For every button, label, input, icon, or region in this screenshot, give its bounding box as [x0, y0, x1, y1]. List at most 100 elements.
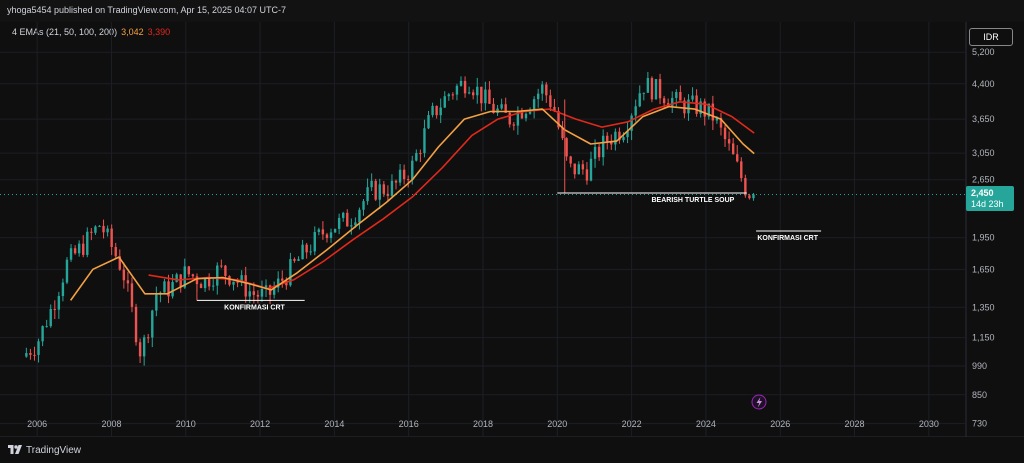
- candle-body: [423, 128, 426, 154]
- time-tick-label: 2016: [399, 419, 419, 429]
- candle-body: [199, 284, 203, 289]
- time-tick-label: 2010: [176, 419, 196, 429]
- price-tick-label: 4,400: [972, 79, 995, 89]
- candle-body: [390, 180, 394, 196]
- candle-body: [386, 193, 390, 196]
- annotations: KONFIRMASI CRT BEARISH TURTLE SOUP KONFIRM…: [196, 99, 822, 311]
- candle-body: [260, 289, 264, 297]
- candle-body: [516, 111, 520, 126]
- candle-body: [102, 225, 105, 233]
- candle-body: [252, 291, 256, 295]
- time-tick-label: 2006: [27, 419, 47, 429]
- candle-body: [187, 266, 191, 275]
- price-tick-label: 850: [972, 390, 987, 400]
- candle-body: [715, 118, 719, 121]
- candle-body: [601, 135, 605, 158]
- candle-body: [65, 259, 69, 283]
- candle-body: [382, 184, 386, 194]
- price-tick-label: 990: [972, 361, 987, 371]
- candle-body: [476, 86, 479, 96]
- ema-legend-label: 4 EMAs (21, 50, 100, 200): [12, 27, 118, 37]
- candle-body: [593, 146, 597, 159]
- candle-body: [110, 228, 113, 248]
- annotation-label: KONFIRMASI CRT: [757, 235, 818, 242]
- candle-body: [130, 283, 134, 307]
- candle-body: [447, 94, 451, 97]
- candle-body: [216, 265, 219, 286]
- currency-button[interactable]: IDR: [969, 28, 1013, 46]
- candle-body: [419, 153, 422, 155]
- candle-body: [532, 99, 536, 111]
- candle-body: [354, 222, 357, 226]
- time-tick-label: 2012: [250, 419, 270, 429]
- ema-orange-value: 3,042: [121, 27, 144, 37]
- candle-body: [106, 228, 109, 233]
- last-price-box: [966, 186, 1014, 211]
- candle-body: [378, 184, 381, 200]
- candle-body: [281, 278, 284, 281]
- candle-body: [183, 266, 186, 288]
- candle-body: [207, 277, 211, 287]
- time-axis: 2006 2008 2010 2012 2014 2016 2018 2020 2022 2024…: [27, 419, 939, 429]
- candle-body: [683, 100, 686, 114]
- candle-body: [53, 308, 56, 310]
- candle-body: [191, 274, 195, 277]
- candle-body: [163, 281, 166, 293]
- candle-body: [366, 187, 369, 202]
- time-tick-label: 2020: [547, 419, 567, 429]
- candle-body: [69, 248, 73, 260]
- candle-body: [707, 103, 710, 117]
- candle-body: [171, 282, 174, 297]
- candle-body: [175, 274, 178, 283]
- candle-body: [98, 225, 101, 227]
- last-price-tag: 2,450 14d 23h: [966, 186, 1014, 211]
- candle-body: [337, 217, 341, 229]
- candle-body: [606, 135, 609, 142]
- candle-body: [626, 130, 629, 138]
- ema-red-line: [148, 101, 755, 290]
- candle-body: [374, 180, 377, 200]
- candle-body: [528, 110, 532, 114]
- candle-body: [138, 342, 142, 357]
- time-tick-label: 2030: [919, 419, 939, 429]
- candle-body: [699, 101, 702, 114]
- candle-body: [212, 285, 215, 287]
- candle-body: [155, 294, 158, 311]
- candle-body: [94, 226, 97, 233]
- candle-body: [415, 153, 418, 161]
- candle-body: [228, 275, 231, 285]
- candle-body: [508, 112, 511, 125]
- candle-body: [394, 180, 398, 183]
- price-tick-label: 2,650: [972, 175, 995, 185]
- candle-body: [86, 231, 89, 255]
- candle-body: [492, 103, 495, 114]
- price-tick-label: 5,200: [972, 47, 995, 57]
- candle-body: [565, 138, 568, 157]
- candle-body: [573, 163, 576, 175]
- candle-body: [73, 248, 77, 254]
- candle-body: [687, 99, 690, 114]
- candle-body: [622, 137, 625, 141]
- candle-body: [630, 115, 633, 131]
- price-tick-label: 1,350: [972, 302, 995, 312]
- candle-body: [711, 103, 715, 121]
- ema-legend[interactable]: 4 EMAs (21, 50, 100, 200) 3,042 3,390: [12, 27, 170, 37]
- candle-body: [467, 92, 471, 94]
- candle-body: [358, 209, 361, 223]
- candle-body: [61, 282, 65, 297]
- time-tick-label: 2024: [696, 419, 716, 429]
- candle-body: [561, 127, 564, 139]
- price-tick-label: 730: [972, 419, 987, 429]
- lightning-icon[interactable]: [751, 394, 767, 410]
- top-bar: [0, 0, 1024, 22]
- candle-body: [179, 274, 182, 288]
- tradingview-brand[interactable]: TradingView: [8, 445, 81, 456]
- candle-body: [33, 354, 36, 356]
- candle-body: [679, 92, 682, 101]
- price-tick-label: 1,650: [972, 264, 995, 274]
- candle-body: [398, 169, 402, 183]
- candle-body: [240, 275, 243, 282]
- candle-body: [142, 337, 146, 357]
- price-axis: 5,200 4,400 3,650 3,050 2,650 1,950 1,650 1,350…: [972, 47, 995, 428]
